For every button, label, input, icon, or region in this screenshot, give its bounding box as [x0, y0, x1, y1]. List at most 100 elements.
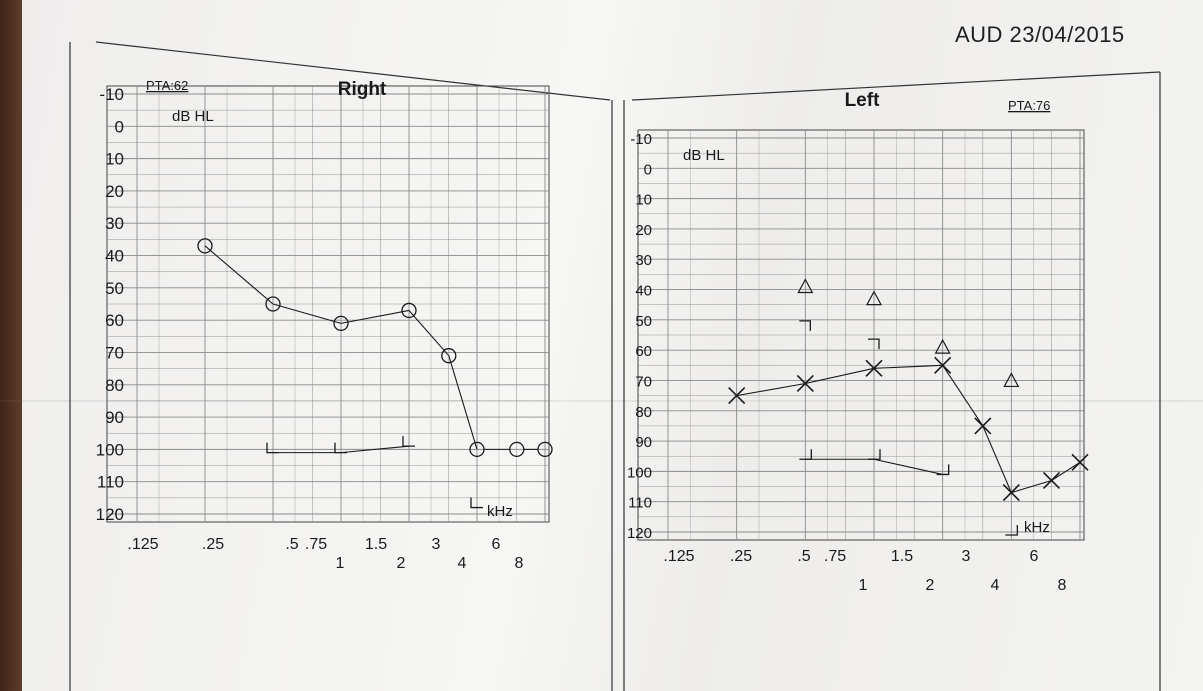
data-point-x — [796, 374, 814, 393]
x-tick-label: .125 — [663, 548, 694, 565]
series-L-bracket — [266, 436, 483, 509]
data-point-triangle — [797, 278, 814, 294]
y-tick-label: 80 — [105, 376, 124, 395]
y-tick-label: 70 — [105, 343, 124, 362]
chart-title: Right — [338, 79, 387, 100]
series-x — [728, 356, 1089, 502]
data-point-bracket — [799, 449, 812, 460]
data-point-bracket — [266, 442, 279, 454]
y-tick-label: 60 — [635, 343, 652, 360]
data-point-o — [197, 238, 213, 254]
series-segment — [408, 310, 450, 357]
y-tick-label: -10 — [99, 85, 124, 104]
x-tick-label: .75 — [824, 548, 846, 565]
y-tick-label: 100 — [96, 440, 124, 459]
x-tick-label: 1.5 — [891, 548, 913, 565]
y-tick-label: 10 — [635, 192, 652, 209]
series-circle — [197, 238, 553, 458]
data-point-x — [934, 356, 952, 374]
y-tick-label: 60 — [105, 311, 124, 330]
x-tick-label: 4 — [991, 577, 1000, 594]
y-tick-label: 70 — [635, 373, 652, 390]
x-tick-label: 6 — [1030, 548, 1039, 565]
data-point-x — [1042, 471, 1061, 490]
data-point-o — [469, 441, 485, 458]
series-segment — [873, 458, 943, 475]
y-tick-label: 90 — [635, 434, 652, 451]
audiogram-right: -10 0 10 20 30 40 50 60 70 80 90 100 110 120.125 .25 .5… — [69, 41, 613, 691]
series-segment — [204, 245, 274, 305]
audiogram-left: -10 0 10 20 30 40 50 60 70 80 90 100 110 120 .125 .25 .5… — [623, 71, 1161, 691]
x-axis-label: kHz — [487, 503, 513, 520]
data-point-o — [401, 302, 417, 319]
series-segment — [340, 445, 410, 454]
date-stamp: AUD 23/04/2015 — [955, 22, 1125, 47]
x-tick-label: 4 — [458, 555, 467, 572]
data-point-x — [974, 417, 992, 435]
series-segment — [448, 355, 478, 450]
series-triangle — [797, 278, 1020, 388]
y-tick-label: 40 — [105, 247, 124, 266]
x-tick-label: 2 — [926, 577, 935, 594]
data-point-bracket — [868, 338, 880, 350]
data-point-bracket — [402, 436, 415, 447]
x-tick-label: .25 — [730, 548, 752, 565]
data-point-bracket — [1005, 525, 1018, 536]
y-tick-label: 90 — [105, 408, 124, 427]
data-point-triangle — [1003, 372, 1020, 388]
page-border-line — [95, 41, 611, 101]
data-point-o — [537, 441, 553, 458]
series-segment — [942, 365, 984, 427]
data-point-o — [509, 441, 525, 458]
x-tick-label: 6 — [492, 536, 501, 553]
page-border-line — [631, 71, 1161, 101]
y-tick-label: 80 — [635, 404, 652, 421]
series-segment — [805, 367, 875, 385]
chart-title: Left — [845, 90, 881, 111]
series-segment — [982, 425, 1012, 493]
data-point-o — [265, 296, 281, 312]
x-tick-label: .75 — [305, 536, 327, 553]
x-tick-label: 1 — [336, 555, 345, 572]
y-tick-label: 100 — [627, 464, 652, 481]
y-tick-label: 50 — [105, 279, 124, 298]
x-axis-label: kHz — [1024, 519, 1050, 536]
paper-fold — [0, 400, 1203, 402]
y-tick-label: 10 — [105, 150, 124, 169]
y-tick-label: 40 — [635, 283, 652, 300]
data-point-x — [1002, 484, 1020, 502]
y-tick-label: 20 — [635, 222, 652, 239]
x-tick-label: .5 — [285, 536, 298, 553]
y-tick-label: 50 — [635, 313, 652, 330]
data-point-bracket — [334, 442, 347, 454]
y-tick-label: -10 — [630, 131, 652, 148]
data-point-triangle — [865, 290, 883, 306]
y-tick-label: 120 — [96, 505, 124, 524]
y-tick-label: 30 — [635, 252, 652, 269]
y-tick-label: 0 — [115, 117, 124, 136]
x-tick-label: .25 — [202, 536, 224, 553]
y-axis-label: dB HL — [683, 147, 725, 164]
data-point-bracket — [868, 449, 881, 460]
x-tick-label: .5 — [797, 548, 810, 565]
x-tick-label: 8 — [1058, 577, 1067, 594]
series-segment — [1011, 479, 1052, 494]
y-tick-label: 120 — [627, 525, 652, 542]
x-tick-label: 8 — [515, 555, 524, 572]
y-tick-label: 20 — [105, 182, 124, 201]
x-tick-label: 3 — [432, 536, 441, 553]
y-axis-label: dB HL — [172, 108, 214, 125]
data-point-o — [441, 348, 457, 364]
y-tick-label: 0 — [644, 161, 652, 178]
x-tick-label: 1 — [859, 577, 868, 594]
pta-label: PTA:62 — [146, 78, 188, 93]
x-tick-label: 3 — [962, 548, 971, 565]
data-point-bracket — [799, 320, 811, 331]
y-tick-label: 110 — [97, 473, 124, 492]
series-J-bracket — [799, 449, 1018, 536]
data-point-triangle — [934, 338, 951, 354]
x-tick-label: .125 — [127, 536, 158, 553]
data-point-o — [333, 315, 349, 332]
x-tick-label: 2 — [397, 555, 406, 572]
